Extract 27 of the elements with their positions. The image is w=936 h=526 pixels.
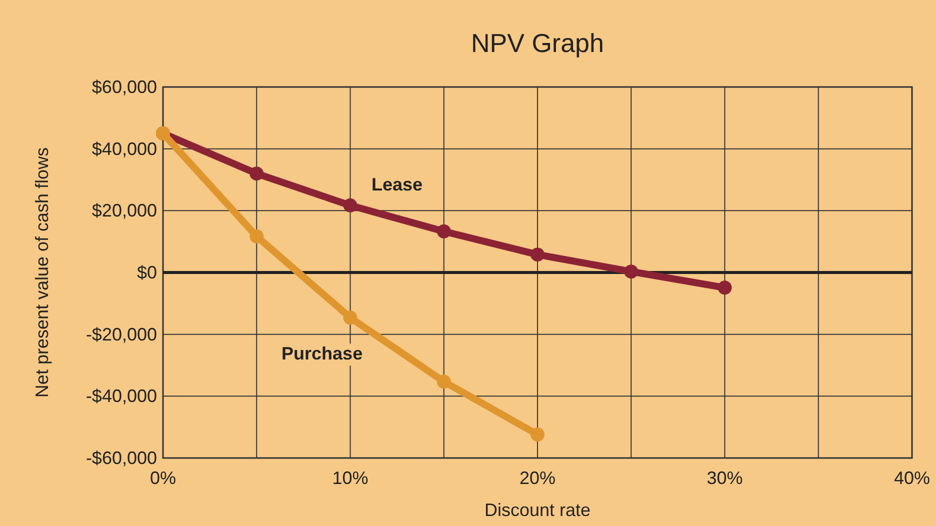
point (530, 248, 544, 262)
y-axis-title: Net present value of cash flows (32, 147, 52, 398)
y-tick-label: -$40,000 (86, 386, 157, 406)
series-label: Purchase (282, 344, 363, 364)
point (250, 166, 264, 181)
x-tick-label: 30% (706, 468, 743, 488)
series-label: Lease (372, 174, 423, 194)
point (718, 280, 732, 295)
y-tick-label: $20,000 (92, 200, 157, 221)
y-tick-label: -$20,000 (86, 324, 157, 344)
x-tick-label: 20% (519, 468, 556, 488)
y-tick-label: $40,000 (92, 138, 157, 159)
x-tick-label: 10% (332, 468, 368, 488)
y-tick-label: $60,000 (92, 77, 157, 97)
x-axis-title: Discount rate (484, 500, 591, 520)
point (343, 198, 358, 212)
x-tick-label: 0% (150, 468, 176, 488)
point (343, 310, 358, 325)
y-tick-label: -$60,000 (86, 448, 157, 468)
point (436, 224, 451, 238)
x-tick-label: 40% (894, 468, 930, 488)
point (530, 428, 544, 442)
chart-title: NPV Graph (471, 28, 604, 58)
point (436, 374, 451, 389)
point (624, 264, 638, 279)
y-tick-label: $0 (136, 262, 157, 282)
point (250, 229, 264, 244)
